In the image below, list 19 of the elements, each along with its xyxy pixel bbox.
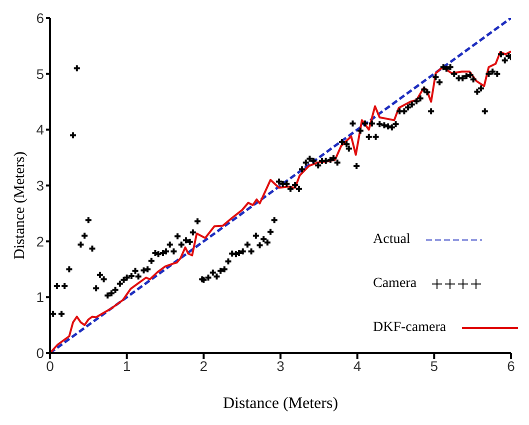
- x-axis-title: Distance (Meters): [222, 395, 338, 412]
- x-tick-label: 3: [276, 358, 285, 374]
- x-tick-label: 6: [507, 358, 516, 374]
- x-tick-label: 4: [353, 358, 362, 374]
- y-tick-label: 1: [36, 289, 44, 306]
- x-tick-label: 1: [122, 358, 131, 374]
- legend-label: Actual: [373, 232, 410, 248]
- legend-label: Camera: [373, 276, 417, 292]
- x-tick-label: 0: [46, 358, 54, 374]
- legend-label: DKF-camera: [373, 320, 446, 336]
- x-tick-label: 5: [430, 358, 438, 374]
- y-tick-label: 3: [36, 177, 44, 194]
- y-tick-label: 5: [36, 66, 44, 82]
- x-tick-label: 2: [200, 358, 208, 374]
- y-tick-label: 2: [36, 233, 44, 250]
- y-axis-title: Distance (Meters): [12, 152, 28, 260]
- y-tick-label: 4: [36, 122, 44, 138]
- y-tick-label: 6: [36, 10, 44, 26]
- y-tick-label: 0: [36, 344, 44, 361]
